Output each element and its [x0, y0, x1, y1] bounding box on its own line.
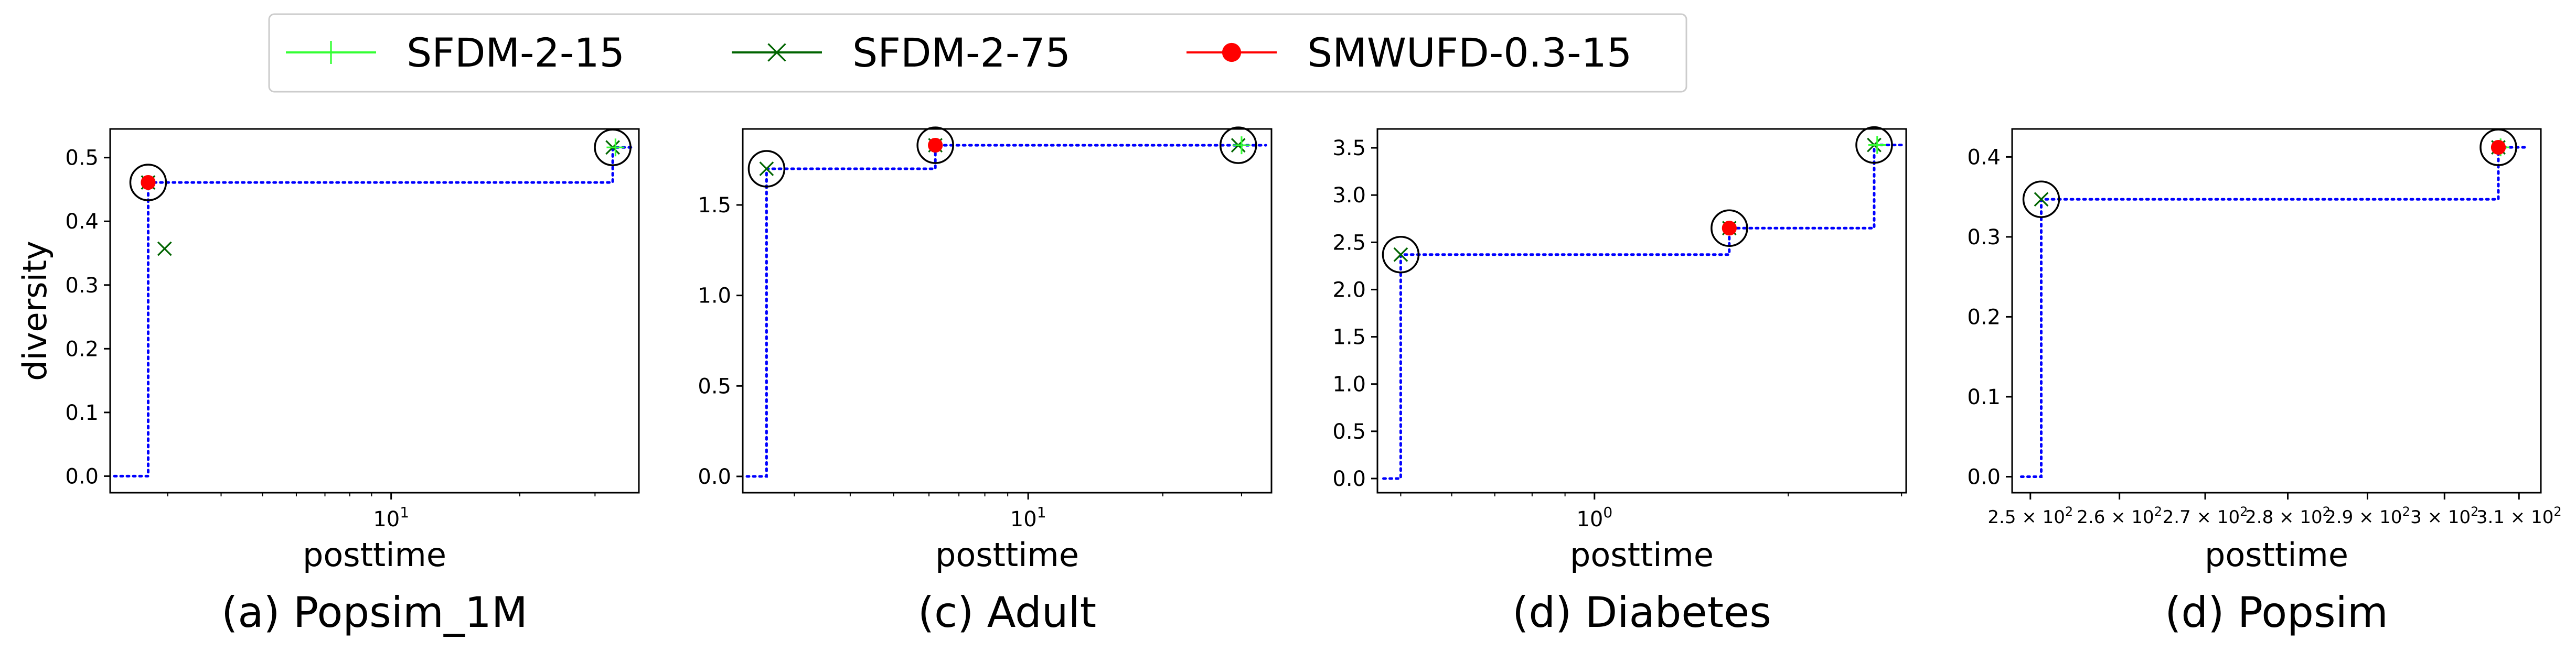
- pareto-highlight-circle: [747, 150, 786, 188]
- data-layer: [745, 126, 1267, 478]
- y-tick-label: 0.0: [65, 464, 99, 489]
- y-tick-label: 0.2: [65, 337, 99, 361]
- x-tick-label: 101: [373, 504, 409, 531]
- x-tick-label: 3 × 102: [2410, 504, 2478, 528]
- plot-area: [1376, 128, 1907, 494]
- point-smwufd-0-3-15: [141, 175, 156, 190]
- y-tick-label: 0.5: [65, 146, 99, 170]
- y-tick-label: 1.5: [698, 193, 731, 218]
- x-axis-label: posttime: [2205, 536, 2348, 574]
- plot-area: [2011, 128, 2542, 494]
- plot-area: [109, 128, 640, 494]
- point-sfdm-2-75: [157, 241, 172, 256]
- chart-panel-2: 0.0 0.5 1.0 1.5 101 posttime (c) Adult: [698, 126, 1273, 637]
- point-sfdm-2-15: [1232, 136, 1250, 155]
- x-tick-label: 2.8 × 102: [2245, 504, 2331, 528]
- chart-panel-3: 0.0 0.5 1.0 1.5 2.0 2.5 3.0 3.5 100 posttime (d) D…: [1332, 126, 1907, 637]
- y-tick-label: 2.0: [1332, 278, 1366, 302]
- point-smwufd-0-3-15: [1722, 221, 1737, 236]
- point-sfdm-2-15: [606, 138, 625, 157]
- pareto-highlight-circle: [2479, 128, 2517, 166]
- y-tick-label: 0.0: [698, 465, 731, 489]
- legend-marker-3: [1222, 42, 1242, 62]
- pareto-highlight-circle: [1382, 235, 1420, 274]
- pareto-highlight-circle: [1855, 126, 1893, 164]
- data-layer: [2019, 128, 2528, 478]
- point-sfdm-2-75: [759, 161, 774, 176]
- legend-label-1: SFDM-2-15: [407, 29, 625, 76]
- plot-area: [742, 128, 1273, 494]
- x-tick-label: 2.9 × 102: [2325, 504, 2410, 528]
- point-smwufd-0-3-15: [2491, 139, 2506, 155]
- pareto-highlight-circle: [1711, 209, 1748, 247]
- panel-caption: (d) Diabetes: [1512, 588, 1771, 637]
- y-tick-label: 0.2: [1967, 305, 2001, 329]
- y-tick-label: 0.1: [65, 401, 99, 425]
- x-axis-label: posttime: [303, 536, 446, 574]
- chart-panel-1: 0.0 0.1 0.2 0.3 0.4 0.5 101 posttime diversity (a…: [16, 128, 640, 637]
- legend-marker-2: [767, 43, 786, 62]
- pareto-highlight-circle: [1219, 126, 1257, 164]
- y-tick-label: 2.5: [1332, 231, 1366, 255]
- legend: SFDM-2-15 SFDM-2-75 SMWUFD-0.3-15: [268, 13, 1687, 93]
- x-tick-label: 2.7 × 102: [2163, 504, 2248, 528]
- point-sfdm-2-75: [2034, 192, 2049, 207]
- y-tick-label: 0.5: [698, 374, 731, 398]
- pareto-frontier-line: [745, 144, 1267, 478]
- y-tick-label: 0.3: [1967, 225, 2001, 249]
- y-tick-label: 1.5: [1332, 326, 1366, 350]
- data-layer: [113, 128, 636, 478]
- pareto-highlight-circle: [129, 164, 167, 201]
- y-tick-label: 0.3: [65, 274, 99, 298]
- y-tick-label: 0.5: [1332, 420, 1366, 444]
- x-axis-label: posttime: [1570, 536, 1714, 574]
- y-tick-label: 0.1: [1967, 385, 2001, 409]
- y-axis-label: diversity: [16, 241, 54, 381]
- legend-marker-1: [319, 41, 343, 64]
- pareto-highlight-circle: [2022, 180, 2060, 218]
- legend-label-2: SFDM-2-75: [852, 29, 1071, 76]
- x-tick-label: 3.1 × 102: [2476, 504, 2562, 528]
- point-sfdm-2-75: [1393, 247, 1408, 262]
- y-tick-label: 1.0: [1332, 373, 1366, 397]
- x-tick-label: 2.5 × 102: [1987, 504, 2073, 528]
- y-tick-label: 0.4: [65, 210, 99, 234]
- x-tick-label: 101: [1010, 504, 1046, 531]
- legend-label-3: SMWUFD-0.3-15: [1307, 29, 1632, 76]
- y-tick-label: 0.0: [1332, 467, 1366, 491]
- pareto-highlight-circle: [594, 128, 632, 166]
- x-tick-label: 2.6 × 102: [2077, 504, 2162, 528]
- x-tick-label: 100: [1576, 504, 1612, 531]
- y-tick-label: 0.4: [1967, 145, 2001, 169]
- point-smwufd-0-3-15: [928, 137, 943, 153]
- panel-caption: (c) Adult: [918, 588, 1096, 637]
- legend-frame: [268, 13, 1687, 93]
- y-tick-label: 1.0: [698, 284, 731, 308]
- chart-panels: 0.0 0.1 0.2 0.3 0.4 0.5 101 posttime diversity (a…: [16, 126, 2562, 637]
- point-sfdm-2-15: [1868, 136, 1886, 154]
- panel-caption: (a) Popsim_1M: [221, 588, 528, 637]
- y-tick-label: 3.0: [1332, 183, 1366, 208]
- y-tick-label: 3.5: [1332, 136, 1366, 160]
- panel-caption: (d) Popsim: [2165, 588, 2388, 637]
- pareto-highlight-circle: [916, 126, 954, 164]
- chart-panel-4: 0.0 0.1 0.2 0.3 0.4 2.5 × 102 2.6 × 102 2.7 × 1…: [1967, 128, 2562, 637]
- x-axis-label: posttime: [935, 536, 1079, 574]
- y-tick-label: 0.0: [1967, 465, 2001, 489]
- data-layer: [1382, 126, 1903, 480]
